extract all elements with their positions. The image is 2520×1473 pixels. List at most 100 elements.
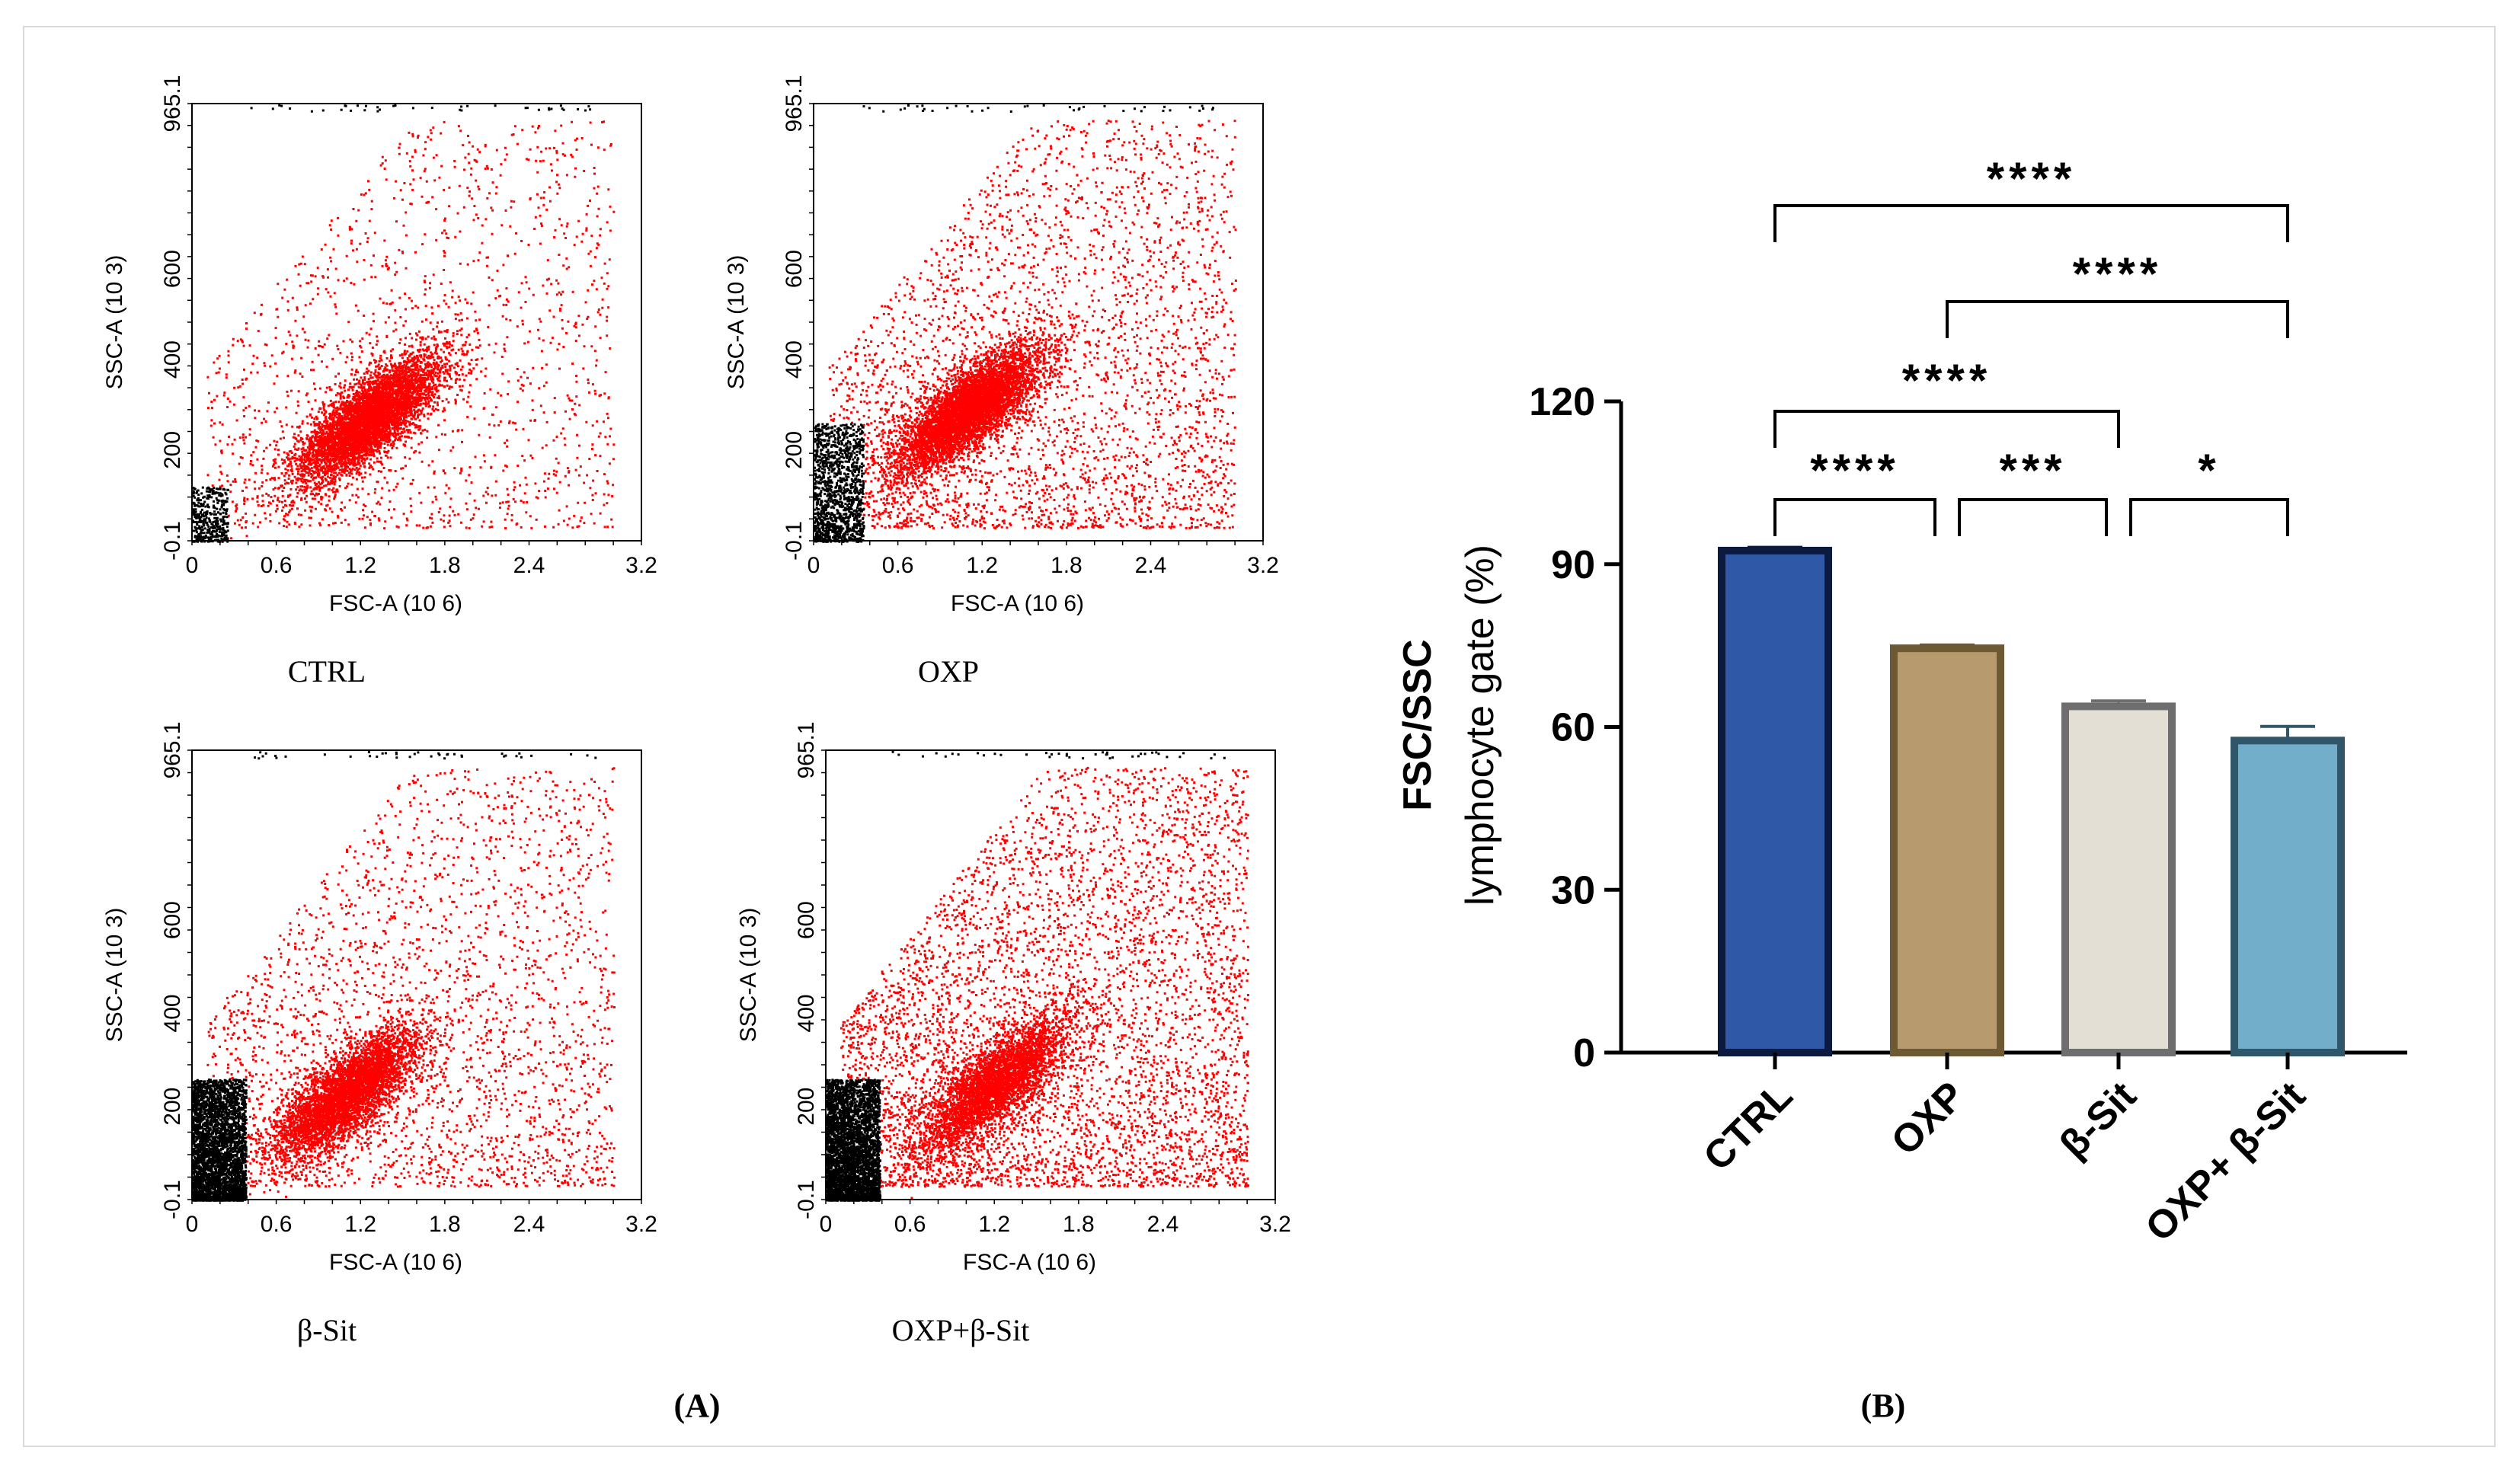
x-tick-label: 3.2 [1247, 553, 1279, 578]
gated-events [206, 120, 616, 540]
bar-chart: FSC/SSC lymphocyte gate (%) 0 30 60 90 120 CT… [1396, 153, 2407, 1251]
x-tick-label: 0 [186, 553, 199, 578]
category-label: β-Sit [2051, 1073, 2145, 1167]
bar-chart-ylabel-line2: lymphocyte gate (%) [1458, 545, 1502, 906]
x-tick-label: 1.8 [429, 1212, 461, 1237]
significance-label: **** [1902, 355, 1991, 406]
y-tick-label: 400 [160, 994, 185, 1032]
scatter-plot-oxp: 0 0.6 1.2 1.8 2.4 3.2 -0.1 200 400 600 965.1 FSC-A … [724, 75, 1279, 689]
gated-events [828, 120, 1237, 530]
y-tick-label: 965.1 [794, 721, 819, 778]
bar-chart-ylabel-line1: FSC/SSC [1396, 639, 1440, 810]
x-tick-label: 0 [807, 553, 820, 578]
x-tick-label: 1.2 [978, 1212, 1010, 1237]
y-tick-label: 0 [1573, 1031, 1595, 1075]
x-tick-label: 2.4 [1135, 553, 1167, 578]
ungated-events [814, 104, 1214, 543]
y-tick-label: 400 [782, 340, 807, 379]
y-tick-label: 600 [782, 250, 807, 288]
significance-bracket [1773, 498, 1936, 536]
figure-frame [23, 26, 2496, 1447]
y-tick-label: 600 [160, 901, 185, 939]
significance-label: **** [2073, 248, 2162, 299]
scatter-plot-b-sit: 0 0.6 1.2 1.8 2.4 3.2 -0.1 200 400 600 965.1 FSC-A … [102, 721, 657, 1347]
category-label: CTRL [1695, 1073, 1801, 1179]
y-tick-label: -0.1 [160, 1180, 185, 1219]
group-label: OXP+β-Sit [892, 1313, 1030, 1347]
significance-bracket [1773, 204, 2289, 242]
significance-label: *** [1999, 445, 2066, 496]
y-tick-label: 120 [1529, 380, 1595, 424]
significance-bracket [1958, 498, 2108, 536]
x-axis-title: FSC-A (10 6) [951, 591, 1084, 616]
x-tick-label: 1.8 [1051, 553, 1083, 578]
x-tick-label: 1.8 [1063, 1212, 1095, 1237]
x-axis-title: FSC-A (10 6) [329, 591, 462, 616]
y-tick-label: -0.1 [794, 1180, 819, 1219]
x-tick-label: 2.4 [513, 1212, 545, 1237]
y-tick-label: 400 [794, 994, 819, 1032]
y-axis-title: SSC-A (10 3) [736, 908, 761, 1043]
significance-bracket [1946, 300, 2289, 338]
x-tick-label: 3.2 [1259, 1212, 1291, 1237]
y-tick-label: 200 [794, 1088, 819, 1126]
bar-2 [2061, 702, 2176, 1056]
x-tick-label: 1.8 [429, 553, 461, 578]
y-tick-label: 965.1 [782, 75, 807, 132]
y-tick-label: 965.1 [160, 75, 185, 132]
event-dots [192, 104, 616, 543]
y-tick-label: 90 [1551, 543, 1595, 587]
gated-events [206, 767, 616, 1198]
panel-b-label: (B) [1861, 1387, 1906, 1424]
scatter-plot-ctrl: 0 0.6 1.2 1.8 2.4 3.2 -0.1 200 400 600 965.1 FSC-A … [102, 75, 657, 689]
y-tick-label: 60 [1551, 706, 1595, 750]
x-tick-label: 0.6 [261, 1212, 293, 1237]
y-tick-label: 600 [794, 901, 819, 939]
x-tick-label: 0.6 [882, 553, 914, 578]
group-label: CTRL [288, 654, 366, 689]
y-tick-label: -0.1 [160, 521, 185, 561]
x-tick-label: 0.6 [894, 1212, 926, 1237]
y-tick-label: 30 [1551, 868, 1595, 912]
ungated-events [826, 750, 1226, 1202]
scatter-plot-oxp-b-sit: 0 0.6 1.2 1.8 2.4 3.2 -0.1 200 400 600 965.1 FSC-A … [736, 721, 1291, 1347]
y-tick-label: 200 [160, 431, 185, 469]
event-dots [826, 750, 1249, 1202]
event-dots [192, 751, 616, 1202]
x-tick-label: 0.6 [261, 553, 293, 578]
x-axis-title: FSC-A (10 6) [963, 1250, 1096, 1275]
y-axis-title: SSC-A (10 3) [724, 255, 749, 390]
plot-frame [813, 103, 1264, 542]
x-tick-label: 2.4 [1147, 1212, 1179, 1237]
significance-label: **** [1987, 153, 2076, 204]
y-axis-title: SSC-A (10 3) [102, 255, 127, 390]
x-tick-label: 3.2 [625, 553, 657, 578]
bar-3 [2231, 736, 2345, 1056]
event-dots [814, 104, 1237, 543]
group-label: OXP [918, 654, 979, 689]
significance-label: * [2198, 445, 2220, 496]
y-tick-label: 400 [160, 340, 185, 379]
x-tick-label: 1.2 [344, 1212, 376, 1237]
ungated-events [192, 751, 597, 1202]
y-tick-label: 965.1 [160, 721, 185, 778]
significance-bracket [1773, 410, 2120, 448]
x-axis-title: FSC-A (10 6) [329, 1250, 462, 1275]
panel-a-label: (A) [673, 1387, 720, 1424]
category-label: OXP+ β-Sit [2137, 1073, 2314, 1250]
y-tick-label: 200 [160, 1088, 185, 1126]
x-tick-label: 1.2 [344, 553, 376, 578]
category-label: OXP [1883, 1073, 1974, 1164]
x-tick-label: 3.2 [625, 1212, 657, 1237]
x-tick-label: 2.4 [513, 553, 545, 578]
x-tick-label: 1.2 [966, 553, 998, 578]
significance-label: **** [1810, 445, 1899, 496]
bar-0 [1718, 546, 1832, 1056]
gated-events [840, 766, 1249, 1200]
bar-1 [1890, 644, 2004, 1056]
x-tick-label: 0 [186, 1212, 199, 1237]
plot-frame [191, 103, 642, 542]
significance-bracket [2129, 498, 2289, 536]
x-tick-label: 0 [820, 1212, 833, 1237]
